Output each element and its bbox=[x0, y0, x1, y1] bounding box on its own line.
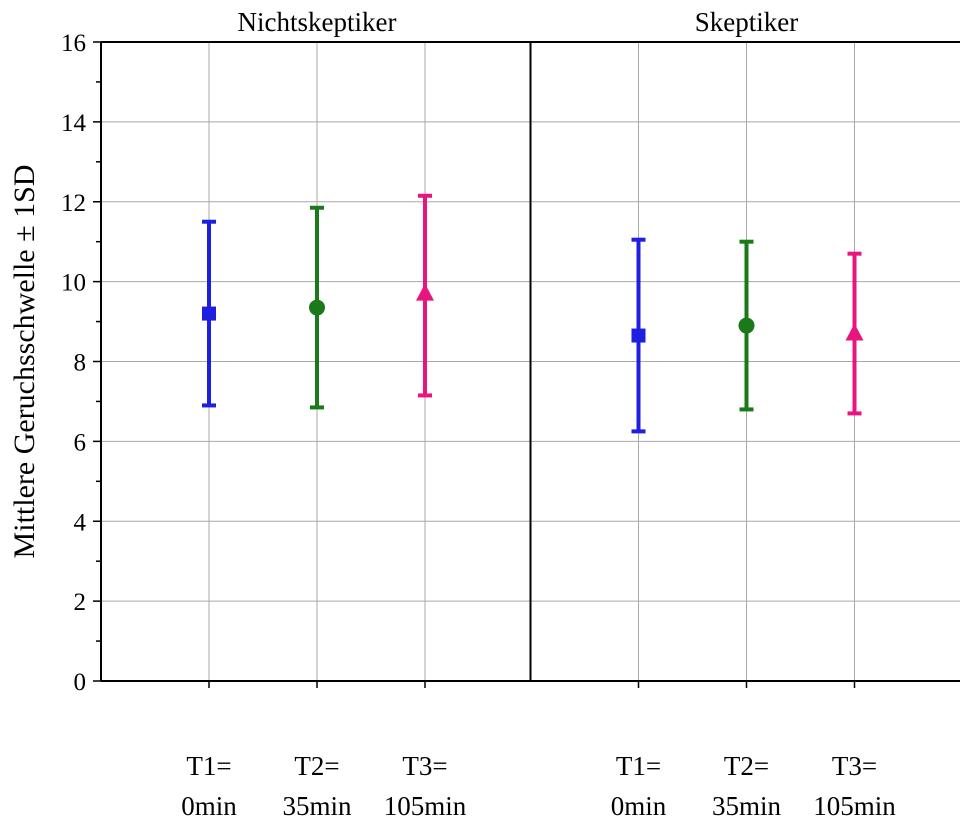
category-label-line2: 105min bbox=[813, 791, 896, 821]
mean-marker-square bbox=[631, 328, 646, 343]
labels: 0 2 4 6 8 10 12 14 16 Nichtskeptiker T1= 0min T2= 35m… bbox=[61, 7, 896, 821]
error-bar-point bbox=[202, 219, 216, 408]
panel-title: Skeptiker bbox=[695, 7, 798, 37]
y-tick-label-12: 12 bbox=[61, 190, 86, 217]
mean-marker-triangle bbox=[416, 283, 434, 301]
y-axis-label: Mittlere Geruchsschwelle ± 1SD bbox=[8, 165, 41, 559]
panel-title: Nichtskeptiker bbox=[238, 7, 397, 37]
y-tick-label-6: 6 bbox=[74, 429, 87, 456]
error-bar-point bbox=[416, 193, 434, 398]
mean-marker-square bbox=[202, 306, 216, 321]
axes bbox=[93, 41, 960, 688]
category-label-line1: T2= bbox=[724, 751, 769, 781]
y-tick-label-14: 14 bbox=[61, 110, 87, 137]
error-bar-point bbox=[309, 205, 325, 410]
y-tick-label-16: 16 bbox=[61, 30, 86, 57]
y-tick-label-8: 8 bbox=[74, 350, 87, 377]
category-label-line1: T2= bbox=[294, 751, 339, 781]
y-tick-label-4: 4 bbox=[74, 509, 87, 536]
mean-marker-circle bbox=[738, 317, 755, 334]
y-tick-label-2: 2 bbox=[74, 589, 87, 616]
category-label-line1: T1= bbox=[616, 751, 661, 781]
error-bar-point bbox=[631, 237, 646, 434]
category-label-line2: 105min bbox=[384, 791, 467, 821]
category-label-line2: 0min bbox=[611, 791, 667, 821]
category-label-line2: 35min bbox=[282, 791, 352, 821]
category-label-line2: 0min bbox=[181, 791, 237, 821]
category-label-line1: T3= bbox=[402, 751, 447, 781]
error-bar-point bbox=[845, 251, 864, 416]
mean-marker-triangle bbox=[845, 323, 864, 341]
y-tick-label-10: 10 bbox=[61, 270, 86, 297]
category-label-line2: 35min bbox=[712, 791, 782, 821]
category-label-line1: T1= bbox=[186, 751, 231, 781]
data-marks bbox=[202, 193, 864, 434]
category-label-line1: T3= bbox=[832, 751, 877, 781]
mean-marker-circle bbox=[309, 299, 325, 316]
error-bar-point bbox=[738, 239, 755, 412]
y-tick-label-0: 0 bbox=[74, 669, 87, 696]
